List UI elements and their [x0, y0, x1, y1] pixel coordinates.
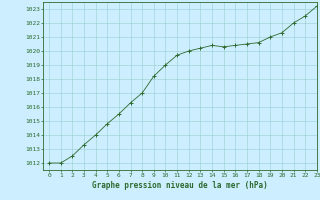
X-axis label: Graphe pression niveau de la mer (hPa): Graphe pression niveau de la mer (hPa) [92, 181, 268, 190]
